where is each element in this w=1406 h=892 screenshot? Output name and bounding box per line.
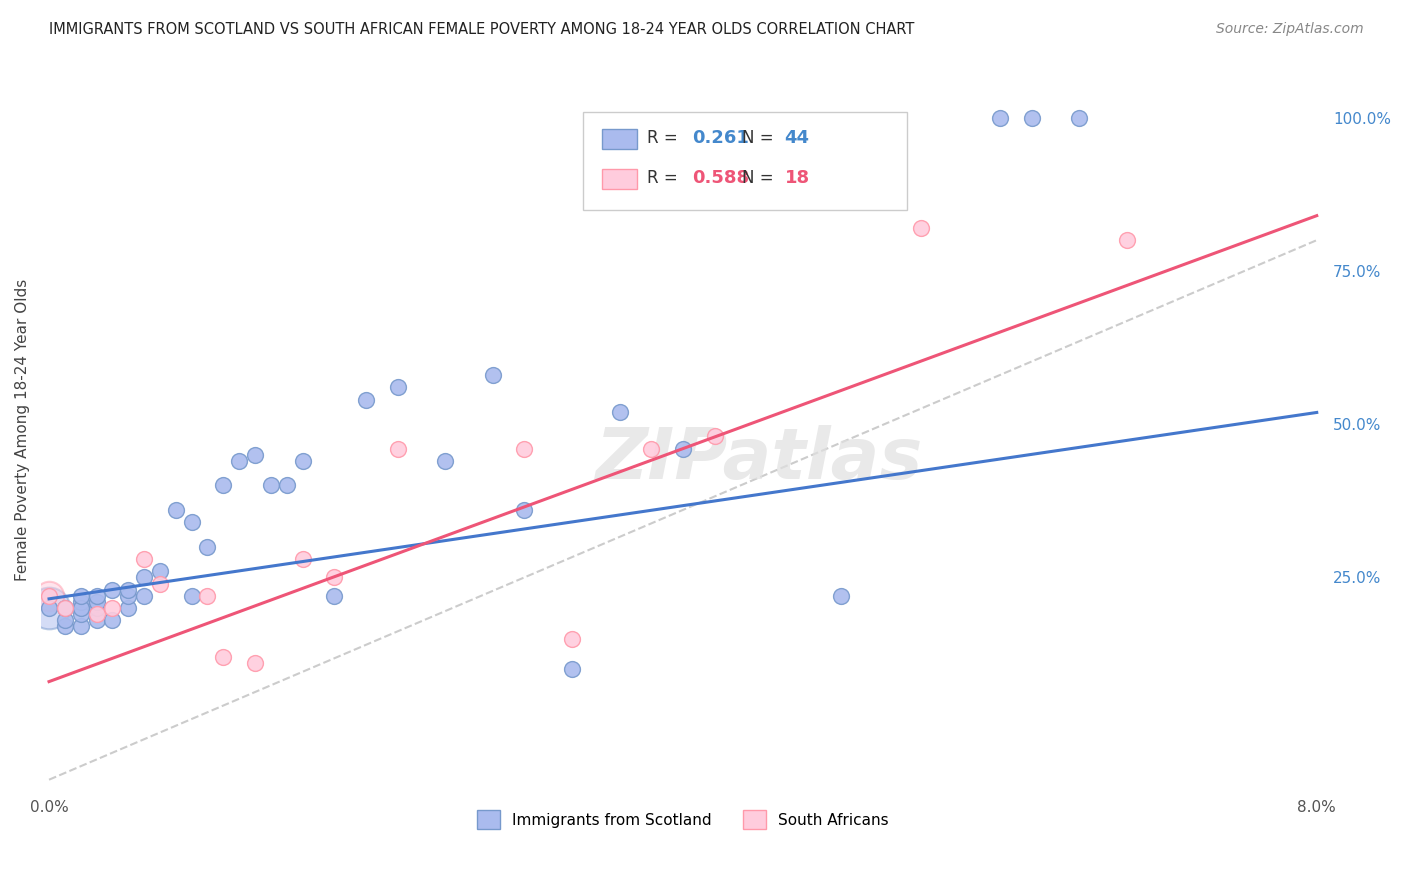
Point xyxy=(69,595,91,609)
Point xyxy=(1021,111,1043,125)
Text: Source: ZipAtlas.com: Source: ZipAtlas.com xyxy=(1216,22,1364,37)
Legend: Immigrants from Scotland, South Africans: Immigrants from Scotland, South Africans xyxy=(471,804,894,835)
Point xyxy=(561,662,583,676)
Point xyxy=(291,552,314,566)
Point xyxy=(212,650,235,665)
Point xyxy=(276,478,298,492)
Point xyxy=(86,595,108,609)
Point xyxy=(513,442,536,456)
Point xyxy=(53,601,76,615)
Point xyxy=(86,607,108,622)
Text: 0.588: 0.588 xyxy=(692,169,749,187)
Point xyxy=(165,503,187,517)
Point xyxy=(180,515,202,529)
Text: ZIPatlas: ZIPatlas xyxy=(596,425,924,493)
Point xyxy=(988,111,1011,125)
Text: 44: 44 xyxy=(785,129,810,147)
Point xyxy=(640,442,662,456)
Point xyxy=(561,632,583,646)
Point xyxy=(149,564,172,578)
Point xyxy=(260,478,283,492)
Point xyxy=(86,589,108,603)
Point xyxy=(481,368,503,382)
Point xyxy=(1115,233,1137,247)
Text: IMMIGRANTS FROM SCOTLAND VS SOUTH AFRICAN FEMALE POVERTY AMONG 18-24 YEAR OLDS C: IMMIGRANTS FROM SCOTLAND VS SOUTH AFRICA… xyxy=(49,22,914,37)
Point xyxy=(197,540,219,554)
Point xyxy=(69,619,91,633)
Point xyxy=(149,576,172,591)
Point xyxy=(86,601,108,615)
Point xyxy=(703,429,725,443)
Y-axis label: Female Poverty Among 18-24 Year Olds: Female Poverty Among 18-24 Year Olds xyxy=(15,279,30,582)
Point xyxy=(212,478,235,492)
Point xyxy=(132,570,155,584)
Point xyxy=(291,454,314,468)
Text: R =: R = xyxy=(647,169,683,187)
Point xyxy=(101,582,124,597)
Point xyxy=(86,613,108,627)
Point xyxy=(243,657,266,671)
Point xyxy=(387,442,409,456)
Text: R =: R = xyxy=(647,129,683,147)
Point xyxy=(513,503,536,517)
Point xyxy=(228,454,250,468)
Point xyxy=(53,613,76,627)
Point xyxy=(354,392,377,407)
Text: 18: 18 xyxy=(785,169,810,187)
Point xyxy=(323,589,346,603)
Text: N =: N = xyxy=(742,129,779,147)
Point xyxy=(101,601,124,615)
Point xyxy=(117,589,139,603)
Point xyxy=(197,589,219,603)
Text: 0.261: 0.261 xyxy=(692,129,748,147)
Point xyxy=(38,601,60,615)
Point xyxy=(53,619,76,633)
Point xyxy=(180,589,202,603)
Point xyxy=(38,589,60,603)
Point xyxy=(243,448,266,462)
Point xyxy=(69,607,91,622)
Point xyxy=(53,601,76,615)
Point xyxy=(910,221,932,235)
Point xyxy=(387,380,409,394)
Point xyxy=(434,454,457,468)
Point xyxy=(69,601,91,615)
Point xyxy=(830,589,852,603)
Point xyxy=(117,601,139,615)
Point xyxy=(132,589,155,603)
Point xyxy=(323,570,346,584)
Point xyxy=(672,442,695,456)
Point xyxy=(38,589,60,603)
Point xyxy=(69,589,91,603)
Point xyxy=(132,552,155,566)
Point xyxy=(101,613,124,627)
Point xyxy=(38,601,60,615)
Text: N =: N = xyxy=(742,169,779,187)
Point xyxy=(117,582,139,597)
Point xyxy=(1067,111,1090,125)
Point xyxy=(609,405,631,419)
